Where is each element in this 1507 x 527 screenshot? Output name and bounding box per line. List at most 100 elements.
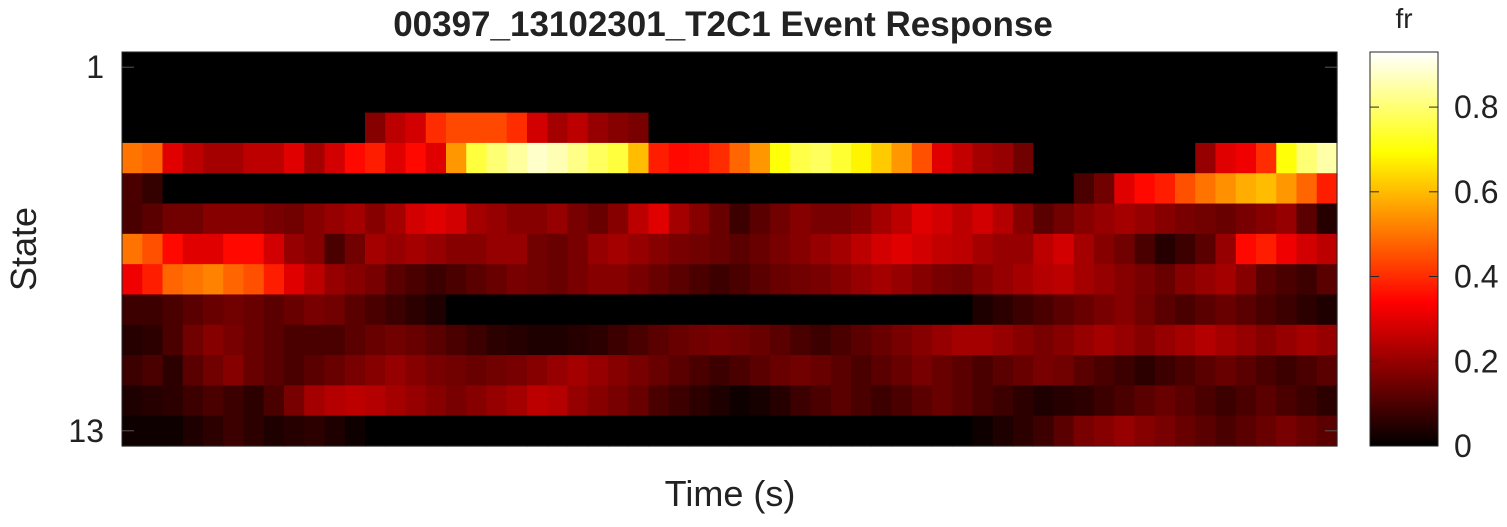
heatmap-cell: [1215, 324, 1237, 356]
heatmap-cell: [1175, 324, 1196, 356]
heatmap-cell: [243, 173, 265, 205]
heatmap-cell: [527, 264, 548, 296]
heatmap-cell: [790, 203, 812, 235]
heatmap-cell: [304, 82, 326, 114]
heatmap-cell: [911, 385, 933, 417]
heatmap-cell: [547, 142, 569, 174]
heatmap-cell: [263, 173, 285, 205]
heatmap-cell: [405, 82, 427, 114]
heatmap-cell: [1073, 203, 1095, 235]
heatmap-cell: [729, 355, 751, 386]
heatmap-cell: [122, 294, 143, 326]
heatmap-cell: [770, 415, 791, 447]
heatmap-cell: [122, 324, 143, 356]
heatmap-cell: [1276, 52, 1298, 83]
heatmap-cell: [324, 233, 346, 265]
heatmap-cell: [648, 112, 670, 144]
heatmap-cell: [871, 142, 893, 174]
heatmap-cell: [304, 112, 326, 144]
heatmap-cell: [891, 264, 913, 296]
heatmap-cell: [284, 142, 305, 174]
heatmap-cell: [770, 142, 791, 174]
heatmap-cell: [830, 112, 852, 144]
heatmap-cell: [142, 52, 164, 83]
heatmap-cell: [547, 324, 569, 356]
heatmap-cell: [122, 82, 143, 114]
heatmap-cell: [992, 294, 1014, 326]
heatmap-cell: [527, 233, 548, 265]
heatmap-cell: [729, 112, 751, 144]
heatmap-cell: [405, 112, 427, 144]
heatmap-cell: [729, 324, 751, 356]
heatmap-cell: [1013, 203, 1034, 235]
heatmap-cell: [749, 142, 771, 174]
heatmap-cell: [223, 142, 245, 174]
heatmap-cell: [972, 355, 994, 386]
heatmap-cell: [1134, 385, 1156, 417]
heatmap-cell: [1256, 173, 1277, 205]
heatmap-cell: [324, 415, 346, 447]
heatmap-cell: [547, 233, 569, 265]
heatmap-cell: [749, 355, 771, 386]
heatmap-cell: [587, 415, 609, 447]
heatmap-cell: [992, 203, 1014, 235]
heatmap-cell: [122, 112, 143, 144]
heatmap-cell: [1195, 264, 1217, 296]
heatmap-cell: [506, 324, 528, 356]
heatmap-cell: [1073, 294, 1095, 326]
heatmap-cell: [365, 415, 386, 447]
heatmap-cell: [243, 112, 265, 144]
heatmap-cell: [162, 52, 184, 83]
colorbar-tick-label: 0: [1454, 428, 1472, 464]
heatmap-cell: [810, 203, 832, 235]
heatmap-cell: [1154, 324, 1176, 356]
heatmap-cell: [547, 264, 569, 296]
heatmap-cell: [628, 233, 650, 265]
heatmap-cell: [182, 82, 204, 114]
heatmap-cell: [1033, 52, 1055, 83]
heatmap-cell: [608, 173, 629, 205]
heatmap-cell: [203, 82, 224, 114]
heatmap-cell: [851, 385, 872, 417]
heatmap-cell: [709, 385, 731, 417]
heatmap-cell: [1094, 82, 1115, 114]
heatmap-cell: [506, 385, 528, 417]
heatmap-cell: [1256, 324, 1277, 356]
heatmap-cell: [446, 142, 467, 174]
heatmap-cell: [385, 203, 407, 235]
heatmap-cell: [1235, 82, 1257, 114]
heatmap-cell: [830, 385, 852, 417]
heatmap-cell: [1114, 415, 1136, 447]
heatmap-cell: [810, 415, 832, 447]
heatmap-cell: [608, 203, 629, 235]
heatmap-cell: [162, 233, 184, 265]
heatmap-cell: [810, 173, 832, 205]
heatmap-cell: [709, 52, 731, 83]
heatmap-cell: [770, 112, 791, 144]
heatmap-cell: [1215, 52, 1237, 83]
heatmap-cell: [1053, 142, 1075, 174]
heatmap-cell: [385, 142, 407, 174]
heatmap-cell: [1134, 324, 1156, 356]
heatmap-cell: [952, 52, 974, 83]
heatmap-cell: [1073, 173, 1095, 205]
heatmap-cell: [1175, 385, 1196, 417]
heatmap-cell: [1154, 415, 1176, 447]
heatmap-cell: [972, 233, 994, 265]
heatmap-cell: [770, 264, 791, 296]
heatmap-cell: [648, 385, 670, 417]
heatmap-cell: [486, 415, 508, 447]
heatmap-cell: [709, 112, 731, 144]
heatmap-cell: [405, 355, 427, 386]
heatmap-cell: [486, 203, 508, 235]
heatmap-cell: [608, 142, 629, 174]
heatmap-cell: [1134, 294, 1156, 326]
heatmap-cell: [1033, 264, 1055, 296]
heatmap-cell: [263, 142, 285, 174]
heatmap-cell: [911, 233, 933, 265]
heatmap-cell: [1215, 355, 1237, 386]
heatmap-cell: [932, 294, 953, 326]
heatmap-cell: [830, 82, 852, 114]
heatmap-cell: [1296, 82, 1318, 114]
heatmap-cell: [425, 233, 447, 265]
